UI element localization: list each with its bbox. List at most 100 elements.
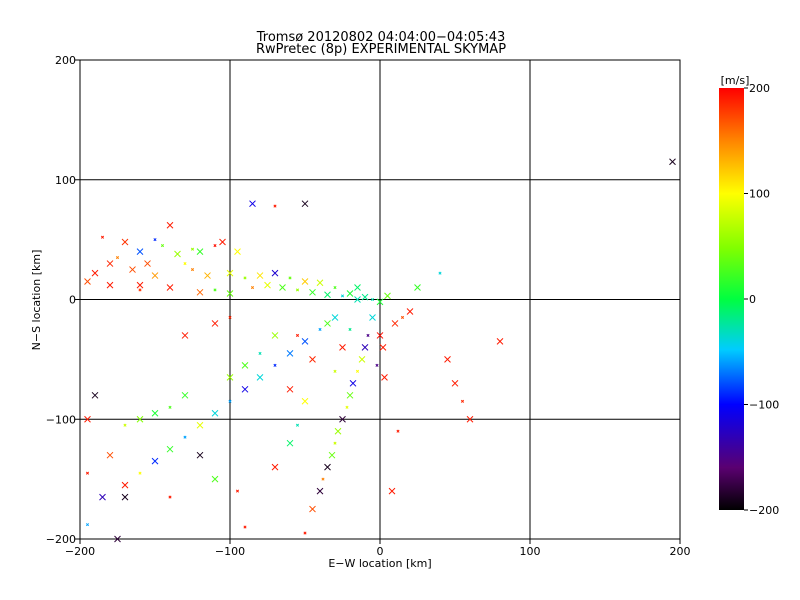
data-point [226, 269, 234, 277]
data-point [391, 320, 399, 327]
data-point [496, 338, 504, 345]
data-point [295, 423, 300, 427]
data-point [213, 288, 217, 292]
data-point [196, 451, 204, 459]
data-point [196, 248, 204, 255]
data-point [316, 279, 324, 287]
data-point [324, 320, 331, 327]
data-point [376, 298, 384, 306]
data-point [354, 284, 361, 291]
x-tick-label: 0 [377, 545, 384, 558]
data-point [106, 451, 114, 459]
data-point [369, 314, 376, 321]
y-tick-label: 100 [55, 174, 76, 187]
data-point [114, 535, 121, 543]
data-point [136, 281, 144, 289]
data-point [183, 435, 187, 439]
data-point [349, 379, 357, 387]
data-point [318, 327, 322, 331]
data-point [228, 315, 232, 320]
data-point [256, 272, 264, 279]
data-point [226, 290, 234, 297]
y-tick-label: −200 [46, 533, 76, 546]
data-point [460, 399, 465, 403]
data-point [243, 525, 247, 529]
x-tick-label: −100 [215, 545, 245, 558]
chart-title: Tromsø 20120802 04:04:00−04:05:43 [256, 30, 506, 45]
x-tick-label: 200 [670, 545, 691, 558]
data-point [138, 471, 142, 475]
data-point [166, 284, 174, 291]
data-point [324, 291, 331, 299]
data-point [333, 369, 337, 373]
data-point [190, 247, 195, 251]
data-point [219, 238, 226, 246]
data-point [295, 288, 300, 292]
data-point [333, 285, 337, 290]
data-point [331, 314, 339, 321]
colorbar-tick-label: −100 [749, 399, 779, 412]
data-point [346, 290, 354, 297]
data-point [669, 158, 676, 166]
data-point [138, 288, 142, 292]
y-tick-label: 0 [69, 294, 76, 307]
data-point [309, 505, 316, 513]
y-tick-label: 200 [55, 54, 76, 67]
data-point [243, 276, 247, 280]
data-point [288, 276, 292, 280]
data-point [355, 369, 360, 373]
data-point [271, 269, 279, 277]
data-point [316, 487, 324, 495]
data-point [354, 296, 361, 303]
x-axis-label: E−W location [km] [328, 557, 431, 570]
data-point [273, 204, 277, 208]
data-point [228, 399, 232, 403]
data-point [271, 463, 279, 471]
data-point [235, 489, 240, 493]
data-point [466, 415, 474, 423]
data-point [258, 351, 262, 355]
data-point [309, 288, 316, 296]
data-point [286, 439, 294, 447]
data-point [451, 379, 459, 387]
data-point [121, 238, 129, 246]
y-tick-label: −100 [46, 413, 76, 426]
data-point [136, 248, 144, 255]
chart-subtitle: RwPretec (8p) EXPERIMENTAL SKYMAP [256, 42, 506, 57]
data-point [213, 244, 217, 248]
data-point [388, 487, 396, 495]
data-point [211, 475, 219, 483]
data-point [181, 332, 189, 339]
data-point [168, 495, 172, 499]
data-point [303, 531, 307, 535]
data-point [366, 333, 370, 337]
data-point [324, 463, 331, 471]
y-tick-labels: −200 −100 0 100 200 [46, 54, 76, 546]
y-axis-label: N−S location [km] [30, 250, 43, 351]
data-point [136, 415, 144, 423]
data-point [85, 523, 90, 527]
data-point [273, 363, 277, 367]
data-point [301, 200, 309, 208]
colorbar-tick-label: 0 [749, 293, 756, 306]
data-point [84, 415, 91, 423]
data-point [286, 350, 294, 357]
data-point [279, 284, 286, 291]
data-point [249, 200, 256, 208]
data-point [339, 344, 346, 351]
data-point [264, 281, 271, 289]
data-point [115, 256, 120, 260]
data-point [153, 238, 157, 242]
colorbar-label: [m/s] [721, 74, 750, 87]
data-point [151, 272, 159, 279]
data-point [348, 327, 352, 331]
data-point [340, 294, 345, 298]
data-point [346, 391, 354, 399]
data-point [406, 308, 414, 315]
data-point [204, 272, 211, 279]
data-point [190, 268, 195, 272]
data-point [301, 278, 309, 285]
data-point [286, 385, 294, 393]
data-point [91, 391, 99, 399]
